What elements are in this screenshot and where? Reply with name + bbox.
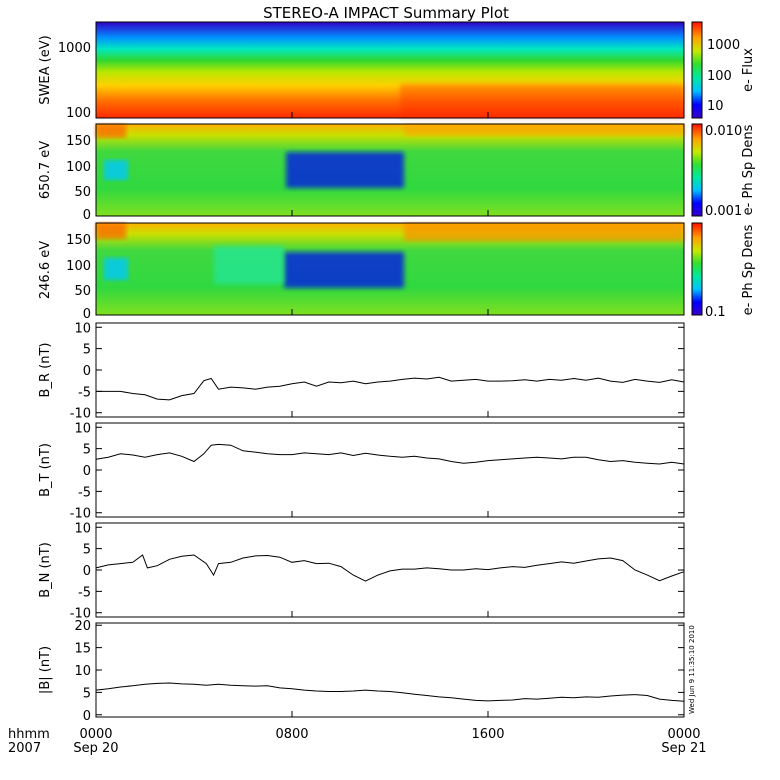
pad-246-depletion-2 — [104, 258, 128, 280]
ytick-label: 0 — [83, 709, 91, 724]
pad-246-ytick-50: 50 — [74, 284, 91, 299]
br-ylabel: B_R (nT) — [38, 343, 53, 398]
bt-frame — [95, 422, 685, 518]
xtick-label-date: Sep 21 — [661, 741, 706, 756]
swea-cbar-1000: 1000 — [707, 38, 740, 53]
ytick-label: 0 — [83, 564, 91, 579]
pad-246-depletion-3 — [214, 246, 284, 284]
ytick-label: 10 — [74, 664, 91, 679]
xtick-label-time: 0000 — [79, 727, 112, 742]
bt-ylabel: B_T (nT) — [38, 443, 53, 497]
pad-650-cbar-0.010: 0.010 — [705, 124, 742, 139]
bn-trace — [95, 554, 685, 582]
xtick-label-date: Sep 20 — [73, 741, 118, 756]
pad-246-ytick-100: 100 — [66, 259, 91, 274]
bn-ylabel: B_N (nT) — [38, 542, 53, 598]
bt-panel: 10 5 0 -5 -10 B_T (nT) — [38, 421, 685, 522]
ytick-label: -10 — [70, 407, 91, 422]
ytick-label: -10 — [70, 507, 91, 522]
ytick-label: 5 — [83, 686, 91, 701]
ytick-label: 10 — [74, 421, 91, 436]
bn-frame — [95, 522, 685, 618]
pad-246-cbar-0.1: 0.1 — [705, 305, 726, 320]
ytick-label: 10 — [74, 521, 91, 536]
bn-yticks: 10 5 0 -5 -10 — [70, 521, 684, 622]
pad-650-panel: 150 100 50 0 650.7 eV 0.010 0.001 e- Ph … — [38, 123, 756, 223]
bmag-ylabel: |B| (nT) — [38, 646, 53, 694]
swea-high-flux-band — [400, 84, 684, 118]
ytick-label: 5 — [83, 543, 91, 558]
ytick-label: 20 — [74, 619, 91, 634]
pad-246-ylabel: 246.6 eV — [38, 241, 53, 299]
xtick-label-time: 0800 — [275, 727, 308, 742]
bmag-panel: 20 15 10 5 0 |B| (nT) Wed Jun 9 11:35:10 201… — [38, 619, 696, 724]
pad-650-cbar-0.001: 0.001 — [705, 204, 742, 219]
pad-246-ytick-150: 150 — [66, 233, 91, 248]
pad-650-ytick-150: 150 — [66, 134, 91, 149]
ytick-label: 5 — [83, 343, 91, 358]
xtick-label-time: 1600 — [471, 727, 504, 742]
pad-246-cbar-label: e- Ph Sp Dens — [741, 224, 756, 315]
ytick-label: -5 — [78, 585, 91, 600]
pad-650-ylabel: 650.7 eV — [38, 141, 53, 199]
swea-ylabel: SWEA (eV) — [38, 35, 53, 104]
pad-246-ytick-0: 0 — [83, 307, 91, 322]
pad-246-field-aligned-1 — [96, 223, 126, 239]
pad-650-cbar-label: e- Ph Sp Dens — [741, 124, 756, 215]
pad-246-field-aligned-2 — [404, 223, 684, 241]
pad-650-ytick-100: 100 — [66, 160, 91, 175]
swea-colorbar — [691, 21, 703, 119]
ytick-label: 0 — [83, 364, 91, 379]
bt-yticks: 10 5 0 -5 -10 — [70, 421, 684, 522]
swea-ytick-1000: 1000 — [58, 41, 91, 56]
timestamp: Wed Jun 9 11:35:10 2010 — [688, 625, 696, 714]
bmag-frame — [95, 622, 685, 718]
ytick-label: 15 — [74, 642, 91, 657]
br-frame — [95, 322, 685, 418]
ytick-label: -5 — [78, 385, 91, 400]
ytick-label: -5 — [78, 485, 91, 500]
pad-246-colorbar — [691, 222, 703, 316]
pad-650-depletion-1 — [286, 152, 404, 188]
swea-cbar-100: 100 — [707, 69, 732, 84]
swea-cbar-10: 10 — [707, 99, 724, 114]
ytick-label: 5 — [83, 443, 91, 458]
swea-panel: 1000 100 SWEA (eV) 1000 100 10 e- Flux — [38, 21, 756, 121]
ytick-label: -10 — [70, 607, 91, 622]
bt-trace — [95, 443, 685, 465]
bmag-trace — [95, 682, 685, 702]
br-trace — [96, 376, 685, 401]
swea-ytick-100: 100 — [66, 106, 91, 121]
swea-cbar-label: e- Flux — [741, 48, 756, 92]
pad-650-colorbar — [691, 123, 703, 217]
pad-650-ytick-50: 50 — [74, 185, 91, 200]
ytick-label: 0 — [83, 464, 91, 479]
br-panel: 10 5 0 -5 -10 B_R (nT) — [38, 321, 685, 422]
pad-650-ytick-0: 0 — [83, 208, 91, 223]
ytick-label: 10 — [74, 321, 91, 336]
pad-246-depletion-1 — [284, 252, 404, 288]
bn-panel: 10 5 0 -5 -10 B_N (nT) — [38, 521, 685, 622]
pad-650-field-aligned-1 — [96, 124, 126, 138]
pad-246-panel: 150 100 50 0 246.6 eV 0.1 e- Ph Sp Dens — [38, 222, 756, 322]
pad-650-depletion-2 — [104, 160, 128, 180]
bmag-yticks: 20 15 10 5 0 — [74, 619, 684, 724]
xtick-label-time: 0000 — [667, 727, 700, 742]
br-yticks: 10 5 0 -5 -10 — [70, 321, 684, 422]
pad-650-field-aligned-2 — [404, 124, 684, 136]
plot-title: STEREO-A IMPACT Summary Plot — [263, 4, 509, 22]
corner-label-hhmm: hhmm — [8, 727, 50, 742]
corner-label-year: 2007 — [8, 741, 41, 756]
